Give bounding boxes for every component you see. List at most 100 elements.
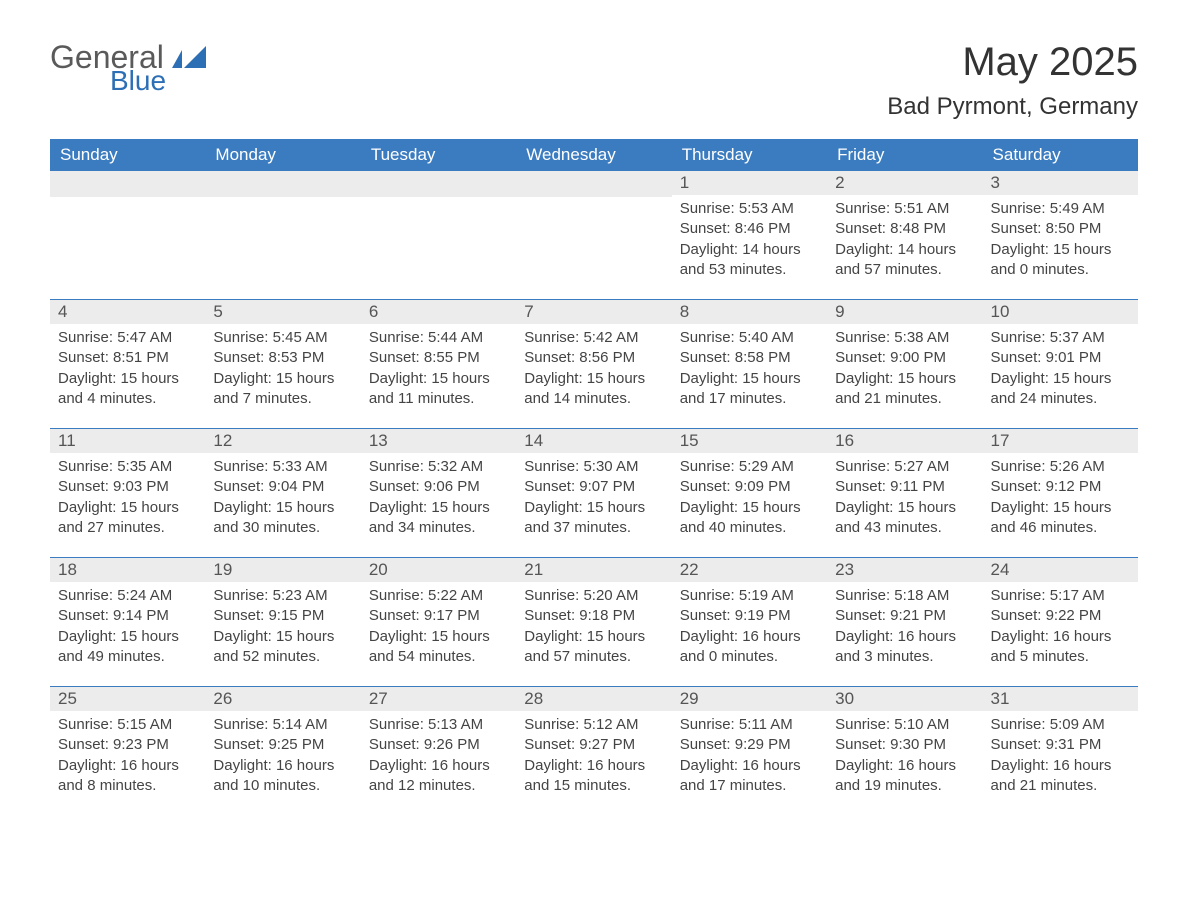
daylight-text: Daylight: 15 hours and 14 minutes. [524, 369, 663, 410]
day-cell: 15Sunrise: 5:29 AMSunset: 9:09 PMDayligh… [672, 429, 827, 557]
weekday-header: Monday [205, 139, 360, 171]
day-cell: 17Sunrise: 5:26 AMSunset: 9:12 PMDayligh… [983, 429, 1138, 557]
daylight-text: Daylight: 15 hours and 17 minutes. [680, 369, 819, 410]
day-number: 22 [672, 558, 827, 582]
sunrise-text: Sunrise: 5:53 AM [680, 199, 819, 219]
day-body: Sunrise: 5:18 AMSunset: 9:21 PMDaylight:… [827, 582, 982, 677]
sunset-text: Sunset: 9:12 PM [991, 477, 1130, 497]
day-number: 9 [827, 300, 982, 324]
title-block: May 2025 Bad Pyrmont, Germany [887, 40, 1138, 121]
day-body: Sunrise: 5:47 AMSunset: 8:51 PMDaylight:… [50, 324, 205, 419]
weekday-header: Friday [827, 139, 982, 171]
weekday-header-row: Sunday Monday Tuesday Wednesday Thursday… [50, 139, 1138, 171]
day-cell: 10Sunrise: 5:37 AMSunset: 9:01 PMDayligh… [983, 300, 1138, 428]
sunset-text: Sunset: 9:07 PM [524, 477, 663, 497]
day-cell: 11Sunrise: 5:35 AMSunset: 9:03 PMDayligh… [50, 429, 205, 557]
daylight-text: Daylight: 16 hours and 17 minutes. [680, 756, 819, 797]
day-body: Sunrise: 5:29 AMSunset: 9:09 PMDaylight:… [672, 453, 827, 548]
day-body: Sunrise: 5:35 AMSunset: 9:03 PMDaylight:… [50, 453, 205, 548]
day-cell: 24Sunrise: 5:17 AMSunset: 9:22 PMDayligh… [983, 558, 1138, 686]
sunrise-text: Sunrise: 5:12 AM [524, 715, 663, 735]
logo-accent-text: Blue [110, 65, 206, 97]
day-number: 2 [827, 171, 982, 195]
sunset-text: Sunset: 9:00 PM [835, 348, 974, 368]
sunrise-text: Sunrise: 5:49 AM [991, 199, 1130, 219]
day-number [205, 171, 360, 197]
day-body: Sunrise: 5:14 AMSunset: 9:25 PMDaylight:… [205, 711, 360, 806]
sunrise-text: Sunrise: 5:42 AM [524, 328, 663, 348]
sunrise-text: Sunrise: 5:22 AM [369, 586, 508, 606]
day-body: Sunrise: 5:42 AMSunset: 8:56 PMDaylight:… [516, 324, 671, 419]
day-body: Sunrise: 5:45 AMSunset: 8:53 PMDaylight:… [205, 324, 360, 419]
day-number: 15 [672, 429, 827, 453]
daylight-text: Daylight: 16 hours and 0 minutes. [680, 627, 819, 668]
sunrise-text: Sunrise: 5:44 AM [369, 328, 508, 348]
calendar: Sunday Monday Tuesday Wednesday Thursday… [50, 139, 1138, 815]
sunset-text: Sunset: 9:11 PM [835, 477, 974, 497]
sunset-text: Sunset: 8:51 PM [58, 348, 197, 368]
sunrise-text: Sunrise: 5:33 AM [213, 457, 352, 477]
daylight-text: Daylight: 16 hours and 8 minutes. [58, 756, 197, 797]
day-body: Sunrise: 5:32 AMSunset: 9:06 PMDaylight:… [361, 453, 516, 548]
sunset-text: Sunset: 9:29 PM [680, 735, 819, 755]
sunrise-text: Sunrise: 5:23 AM [213, 586, 352, 606]
day-cell: 8Sunrise: 5:40 AMSunset: 8:58 PMDaylight… [672, 300, 827, 428]
sunset-text: Sunset: 9:27 PM [524, 735, 663, 755]
week-row: 18Sunrise: 5:24 AMSunset: 9:14 PMDayligh… [50, 557, 1138, 686]
sunrise-text: Sunrise: 5:24 AM [58, 586, 197, 606]
day-cell: 22Sunrise: 5:19 AMSunset: 9:19 PMDayligh… [672, 558, 827, 686]
day-number: 1 [672, 171, 827, 195]
logo: General Blue [50, 40, 206, 97]
week-row: 25Sunrise: 5:15 AMSunset: 9:23 PMDayligh… [50, 686, 1138, 815]
sunset-text: Sunset: 9:23 PM [58, 735, 197, 755]
day-number: 25 [50, 687, 205, 711]
day-number: 30 [827, 687, 982, 711]
day-number: 10 [983, 300, 1138, 324]
sunset-text: Sunset: 8:53 PM [213, 348, 352, 368]
day-number: 24 [983, 558, 1138, 582]
day-body: Sunrise: 5:26 AMSunset: 9:12 PMDaylight:… [983, 453, 1138, 548]
daylight-text: Daylight: 15 hours and 34 minutes. [369, 498, 508, 539]
day-number: 19 [205, 558, 360, 582]
day-number: 26 [205, 687, 360, 711]
sunrise-text: Sunrise: 5:47 AM [58, 328, 197, 348]
day-number: 14 [516, 429, 671, 453]
header: General Blue May 2025 Bad Pyrmont, Germa… [50, 40, 1138, 121]
day-body: Sunrise: 5:44 AMSunset: 8:55 PMDaylight:… [361, 324, 516, 419]
day-cell: 7Sunrise: 5:42 AMSunset: 8:56 PMDaylight… [516, 300, 671, 428]
day-number: 6 [361, 300, 516, 324]
day-body: Sunrise: 5:49 AMSunset: 8:50 PMDaylight:… [983, 195, 1138, 290]
day-body: Sunrise: 5:38 AMSunset: 9:00 PMDaylight:… [827, 324, 982, 419]
sunset-text: Sunset: 9:26 PM [369, 735, 508, 755]
day-body: Sunrise: 5:12 AMSunset: 9:27 PMDaylight:… [516, 711, 671, 806]
sunset-text: Sunset: 8:46 PM [680, 219, 819, 239]
day-cell: 16Sunrise: 5:27 AMSunset: 9:11 PMDayligh… [827, 429, 982, 557]
daylight-text: Daylight: 15 hours and 30 minutes. [213, 498, 352, 539]
sunrise-text: Sunrise: 5:10 AM [835, 715, 974, 735]
day-number: 13 [361, 429, 516, 453]
sunset-text: Sunset: 9:03 PM [58, 477, 197, 497]
day-cell: 9Sunrise: 5:38 AMSunset: 9:00 PMDaylight… [827, 300, 982, 428]
daylight-text: Daylight: 15 hours and 49 minutes. [58, 627, 197, 668]
day-number: 31 [983, 687, 1138, 711]
daylight-text: Daylight: 15 hours and 40 minutes. [680, 498, 819, 539]
week-row: 4Sunrise: 5:47 AMSunset: 8:51 PMDaylight… [50, 299, 1138, 428]
weekday-header: Thursday [672, 139, 827, 171]
day-number: 20 [361, 558, 516, 582]
day-cell [361, 171, 516, 299]
day-body: Sunrise: 5:22 AMSunset: 9:17 PMDaylight:… [361, 582, 516, 677]
daylight-text: Daylight: 15 hours and 57 minutes. [524, 627, 663, 668]
day-number [361, 171, 516, 197]
daylight-text: Daylight: 15 hours and 52 minutes. [213, 627, 352, 668]
day-cell: 25Sunrise: 5:15 AMSunset: 9:23 PMDayligh… [50, 687, 205, 815]
day-number: 11 [50, 429, 205, 453]
sunset-text: Sunset: 8:50 PM [991, 219, 1130, 239]
sunrise-text: Sunrise: 5:38 AM [835, 328, 974, 348]
daylight-text: Daylight: 16 hours and 12 minutes. [369, 756, 508, 797]
sunrise-text: Sunrise: 5:14 AM [213, 715, 352, 735]
day-number: 7 [516, 300, 671, 324]
day-number: 8 [672, 300, 827, 324]
daylight-text: Daylight: 15 hours and 24 minutes. [991, 369, 1130, 410]
day-body: Sunrise: 5:13 AMSunset: 9:26 PMDaylight:… [361, 711, 516, 806]
daylight-text: Daylight: 16 hours and 19 minutes. [835, 756, 974, 797]
